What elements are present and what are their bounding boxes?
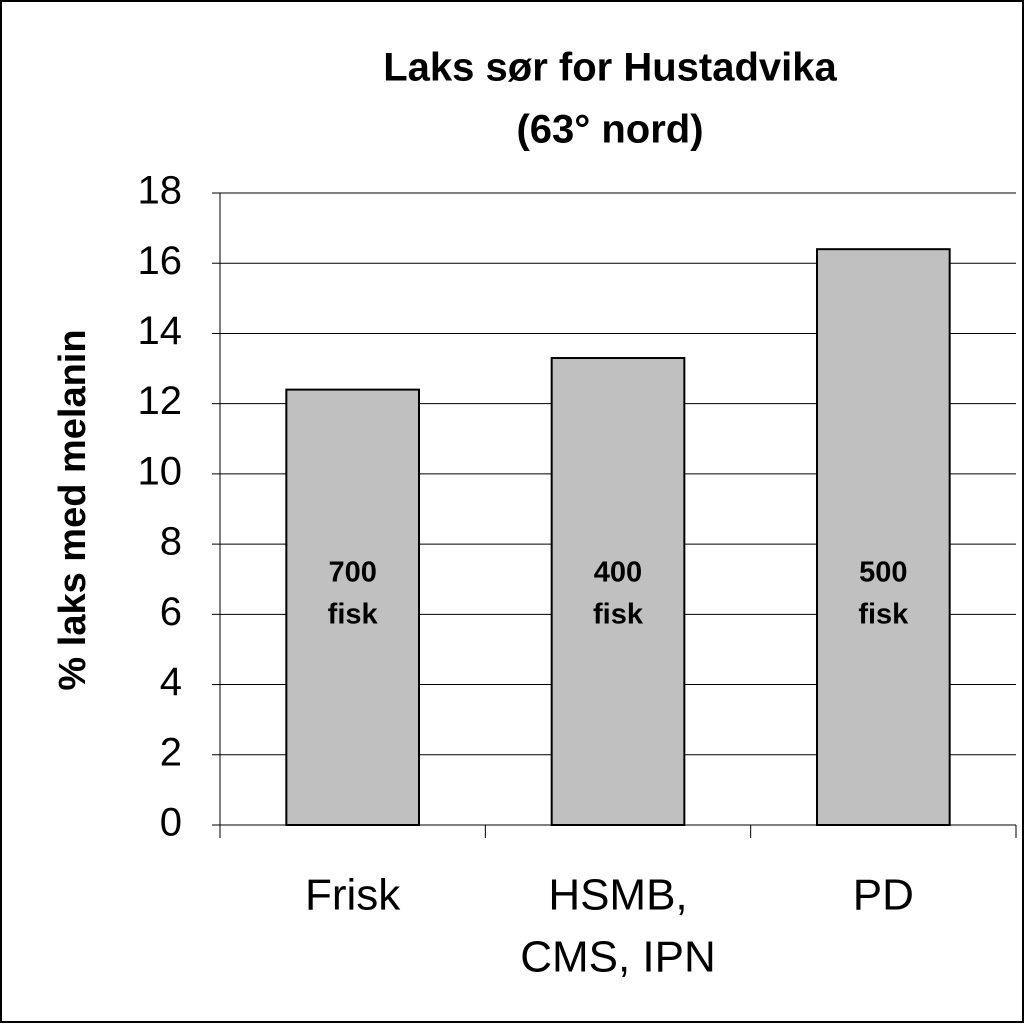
x-tick-label: PD	[853, 871, 914, 920]
bar-annotation: fisk	[328, 599, 379, 631]
bar	[816, 248, 951, 826]
y-tick-label: 8	[160, 520, 182, 564]
x-tick-label: HSMB,	[548, 871, 687, 920]
y-axis-label: % laks med melanin	[52, 329, 94, 690]
y-tick-label: 18	[138, 169, 183, 213]
chart-title: Laks sør for Hustadvika	[383, 46, 837, 90]
y-tick-label: 10	[138, 449, 183, 493]
y-tick-label: 14	[138, 309, 183, 353]
y-tick-label: 2	[160, 730, 182, 774]
y-tick-label: 6	[160, 590, 182, 634]
bar-annotation: 700	[328, 557, 376, 589]
y-tick-label: 4	[160, 660, 182, 704]
y-tick-label: 0	[160, 801, 182, 845]
bar-annotation: fisk	[858, 599, 909, 631]
bar-annotation: 400	[594, 557, 642, 589]
y-tick-label: 16	[138, 239, 183, 283]
bar	[550, 357, 686, 826]
bar-annotation: 500	[859, 557, 907, 589]
x-tick-label: Frisk	[305, 871, 401, 920]
bar	[285, 388, 421, 826]
x-tick-label: CMS, IPN	[520, 933, 716, 982]
chart-title: (63° nord)	[516, 108, 703, 152]
y-tick-label: 12	[138, 379, 183, 423]
bar-annotation: fisk	[593, 599, 644, 631]
